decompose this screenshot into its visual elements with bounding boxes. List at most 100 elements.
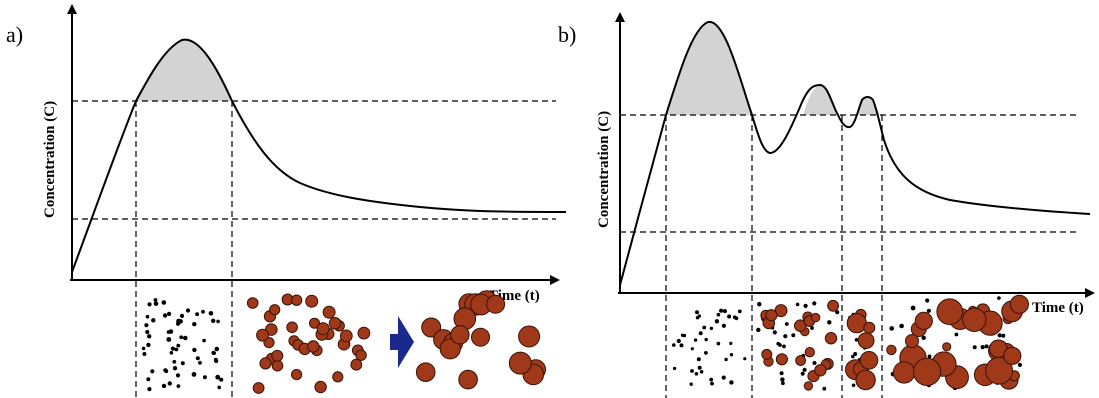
- nucleus-dot: [141, 346, 146, 351]
- particle: [962, 307, 987, 332]
- particle: [863, 321, 876, 334]
- particle: [775, 353, 789, 366]
- panel-b: b) Concentration (C) Time (t): [558, 12, 1095, 398]
- nucleus-dot: [795, 302, 800, 307]
- nucleus-dot: [192, 322, 197, 327]
- uniform-particle: [339, 329, 353, 343]
- grown-particle: [415, 362, 436, 383]
- panel-a-concentration-curve: [71, 38, 567, 273]
- nucleus-dot: [803, 303, 808, 308]
- nucleus-dot: [174, 347, 179, 352]
- panel-b-x-axis-title: Time (t): [1032, 300, 1084, 316]
- uniform-particle: [328, 317, 342, 330]
- nucleus-dot: [721, 375, 726, 380]
- nucleus-dot: [179, 335, 184, 340]
- nucleus-dot: [704, 351, 708, 355]
- nucleus-dot: [696, 357, 701, 362]
- nucleus-dot: [166, 337, 172, 342]
- nucleus-dot: [166, 330, 171, 334]
- particle: [857, 332, 875, 350]
- nucleus-dot: [672, 343, 676, 347]
- panel-b-y-axis-arrowhead: [615, 12, 625, 22]
- panel-a-y-axis-arrowhead: [67, 4, 77, 14]
- nucleus-dot: [716, 312, 721, 317]
- nucleus-dot: [729, 353, 734, 357]
- grown-particle: [508, 351, 532, 375]
- nucleus-dot: [714, 319, 720, 324]
- particle: [1003, 346, 1022, 365]
- nucleus-dot: [719, 308, 724, 313]
- nucleus-dot: [690, 369, 694, 373]
- uniform-particle: [309, 317, 320, 329]
- particle: [892, 361, 916, 384]
- nucleus-dot: [161, 383, 167, 389]
- nucleus-dot: [697, 365, 702, 370]
- nucleus-dot: [737, 309, 742, 314]
- particle: [914, 311, 933, 330]
- nucleus-dot: [145, 314, 150, 319]
- nucleus-dot: [756, 327, 761, 333]
- particle: [824, 332, 838, 345]
- particle: [804, 347, 815, 358]
- nucleus-dot: [854, 338, 859, 342]
- nucleus-dot: [812, 301, 817, 306]
- nucleus-dot: [147, 334, 152, 339]
- nucleus-dot: [679, 343, 684, 348]
- nucleus-dot: [172, 359, 177, 364]
- nucleus-dot: [150, 369, 155, 374]
- panel-b-letter: b): [558, 22, 576, 47]
- nucleus-dot: [693, 338, 698, 342]
- nucleus-dot: [153, 298, 158, 302]
- nucleus-dot: [695, 316, 700, 320]
- nucleus-dot: [682, 333, 687, 338]
- grown-particle: [486, 294, 506, 314]
- uniform-particle: [291, 369, 303, 381]
- particle: [936, 298, 964, 326]
- nucleus-dot: [800, 371, 805, 376]
- particle: [795, 355, 806, 366]
- particle: [855, 369, 876, 391]
- nucleus-dot: [214, 346, 220, 352]
- panel-a-letter: a): [6, 22, 23, 47]
- nucleus-dot: [812, 361, 817, 365]
- nucleus-dot: [172, 366, 178, 371]
- panel-b-nucleation-shade-3: [858, 97, 880, 115]
- nucleus-dot: [142, 352, 147, 356]
- nucleus-dot: [198, 360, 202, 365]
- uniform-particle: [252, 382, 265, 394]
- panel-a: a) Concentration (C) Time (t): [6, 4, 567, 398]
- nucleus-dot: [743, 357, 747, 361]
- nucleus-dot: [179, 313, 185, 318]
- uniform-particle: [357, 326, 371, 340]
- particle: [810, 312, 821, 323]
- nucleus-dot: [910, 305, 916, 311]
- nucleus-dot: [783, 334, 788, 339]
- nucleus-dot: [689, 382, 693, 386]
- nucleus-dot: [170, 346, 175, 351]
- nucleus-dot: [211, 318, 216, 323]
- nucleus-dot: [997, 333, 1002, 338]
- nucleus-dot: [695, 310, 699, 315]
- nucleus-dot: [145, 329, 150, 335]
- nucleus-dot: [676, 338, 681, 344]
- nucleus-dot: [1001, 333, 1006, 338]
- panel-b-x-axis-arrowhead: [1085, 288, 1095, 298]
- panel-b-y-axis-title: Concentration (C): [596, 111, 612, 228]
- particle: [859, 351, 879, 370]
- nucleus-dot: [195, 356, 200, 361]
- nucleus-dot: [835, 310, 840, 315]
- nucleus-dot: [757, 302, 762, 307]
- nucleus-dot: [202, 338, 206, 343]
- nucleus-dot: [997, 296, 1001, 300]
- nucleus-dot: [827, 320, 832, 325]
- grown-particle: [450, 325, 470, 345]
- nucleus-dot: [169, 351, 174, 355]
- nucleus-dot: [672, 366, 677, 371]
- nucleus-dot: [784, 322, 789, 326]
- nucleus-dot: [185, 308, 191, 313]
- panel-b-concentration-curve: [619, 20, 1091, 286]
- panel-b-polydisperse-particles: [886, 294, 1030, 391]
- nucleus-dot: [925, 298, 930, 303]
- nucleus-dot: [772, 330, 777, 335]
- uniform-particle: [314, 380, 327, 394]
